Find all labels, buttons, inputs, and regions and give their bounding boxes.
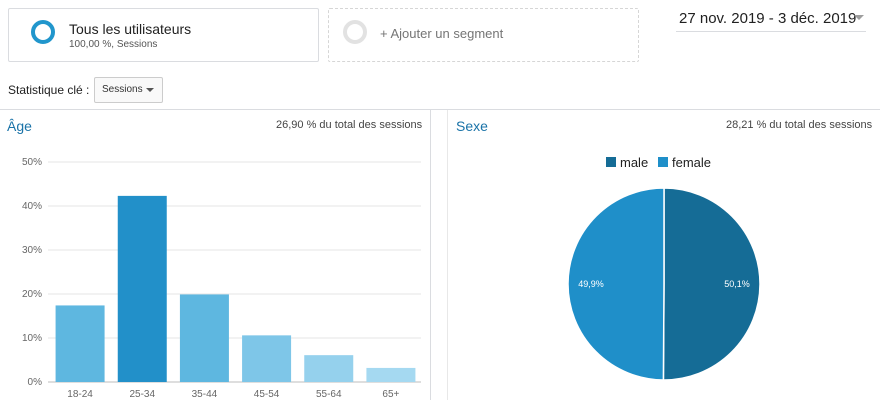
x-tick-label: 25-34 xyxy=(129,389,155,400)
date-range-picker[interactable]: 27 nov. 2019 - 3 déc. 2019 xyxy=(676,8,866,32)
gender-panel-title: Sexe xyxy=(456,118,488,134)
age-panel-share: 26,90 % du total des sessions xyxy=(276,119,423,131)
segment-all-users[interactable]: Tous les utilisateurs 100,00 %, Sessions xyxy=(8,8,319,62)
pie-label-female: 49,9% xyxy=(578,279,604,289)
chevron-down-icon xyxy=(854,15,864,20)
age-bar-25-34[interactable] xyxy=(117,195,167,382)
legend-swatch-female xyxy=(658,157,668,167)
x-tick-label: 45-54 xyxy=(254,389,280,400)
age-bar-55-64[interactable] xyxy=(304,355,354,382)
y-tick-label: 10% xyxy=(22,333,42,344)
age-bar-65+[interactable] xyxy=(366,367,416,382)
age-bar-35-44[interactable] xyxy=(179,294,229,382)
pie-label-male: 50,1% xyxy=(724,279,750,289)
x-tick-label: 55-64 xyxy=(316,389,342,400)
legend-swatch-male xyxy=(606,157,616,167)
section-divider xyxy=(0,109,880,110)
panel-divider-inner xyxy=(447,110,448,400)
key-metric-select[interactable]: Sessions xyxy=(94,77,163,103)
x-tick-label: 18-24 xyxy=(67,389,93,400)
panel-divider xyxy=(430,110,431,400)
y-tick-label: 50% xyxy=(22,157,42,168)
y-tick-label: 40% xyxy=(22,201,42,212)
gender-panel-share: 28,21 % du total des sessions xyxy=(726,119,873,131)
legend-label-female: female xyxy=(672,155,711,170)
age-bar-chart: 0% 10% 20% 30% 40% 50% 18-24 25-34 35-44 45-54 55-… xyxy=(22,157,421,400)
age-bar-18-24[interactable] xyxy=(55,305,105,382)
y-tick-label: 30% xyxy=(22,245,42,256)
gender-pie-chart: male female 50,1% 49,9% xyxy=(567,155,761,381)
age-panel-title: Âge xyxy=(7,118,32,134)
y-tick-label: 0% xyxy=(28,377,43,388)
key-metric-label: Statistique clé : xyxy=(8,83,90,97)
empty-segment-ring-icon xyxy=(343,20,367,44)
segment-ring-icon xyxy=(31,20,55,44)
age-bar-45-54[interactable] xyxy=(242,335,292,382)
add-segment-label: + Ajouter un segment xyxy=(380,26,504,41)
x-tick-label: 35-44 xyxy=(192,389,218,400)
legend-label-male: male xyxy=(620,155,648,170)
pie-slice-female[interactable] xyxy=(567,187,665,381)
date-range-text: 27 nov. 2019 - 3 déc. 2019 xyxy=(679,10,857,27)
segment-name: Tous les utilisateurs xyxy=(69,21,192,37)
pie-slice-male[interactable] xyxy=(662,187,761,381)
add-segment-button[interactable]: + Ajouter un segment xyxy=(328,8,639,62)
dropdown-arrow-icon xyxy=(146,88,154,92)
x-tick-label: 65+ xyxy=(382,389,399,400)
segment-subtitle: 100,00 %, Sessions xyxy=(69,39,158,50)
y-tick-label: 20% xyxy=(22,289,42,300)
key-metric-value: Sessions xyxy=(102,84,143,95)
